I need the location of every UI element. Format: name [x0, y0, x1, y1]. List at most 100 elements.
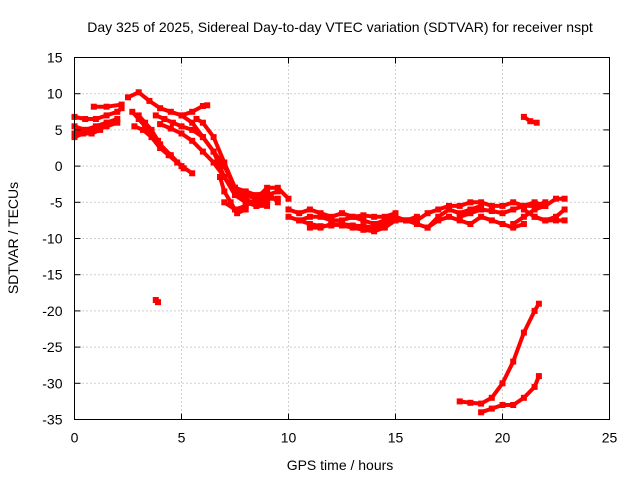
data-point: [142, 119, 149, 126]
data-point: [189, 126, 196, 133]
series-arc-z: [532, 214, 567, 223]
data-point: [125, 94, 131, 101]
data-point: [135, 89, 142, 96]
data-point: [285, 195, 292, 202]
data-point: [531, 202, 538, 209]
axis-ticks: 0 5 10 15 20 25 15 10 5 0 -5 -10 -15 -20 -25 -30 -35: [42, 50, 617, 446]
series-arc-f: [126, 90, 210, 118]
data-point: [561, 195, 568, 202]
data-point: [146, 97, 153, 104]
data-point: [118, 101, 125, 108]
y-tick-label: -20: [42, 303, 62, 319]
data-point: [114, 116, 121, 122]
grid: [74, 57, 610, 420]
data-point: [467, 210, 474, 217]
data-point: [152, 112, 159, 119]
data-point: [227, 199, 234, 206]
data-point: [264, 199, 271, 206]
series-arc-l: [158, 142, 195, 176]
data-point: [510, 402, 517, 408]
data-point: [92, 123, 99, 130]
data-point: [478, 199, 485, 206]
data-point: [157, 105, 164, 112]
x-tick-label: 0: [71, 430, 79, 446]
x-axis-label: GPS time / hours: [287, 457, 394, 473]
series-arc-ac: [457, 301, 541, 406]
data-point: [306, 224, 313, 231]
data-point: [221, 188, 228, 195]
data-point: [103, 119, 110, 126]
data-point: [424, 224, 431, 231]
data-point: [510, 221, 517, 227]
data-point: [317, 213, 324, 220]
data-point: [520, 206, 527, 213]
data-point: [392, 217, 399, 224]
data-point: [242, 188, 249, 195]
data-point: [328, 221, 335, 227]
data-point: [413, 221, 420, 227]
data-point: [210, 134, 217, 141]
data-point: [317, 210, 324, 217]
data-point: [328, 213, 335, 220]
data-point: [499, 221, 506, 227]
data-point: [542, 199, 549, 206]
data-point: [242, 206, 249, 213]
data-point: [446, 213, 452, 220]
data-point: [140, 126, 146, 133]
data-point: [135, 112, 142, 119]
data-point: [242, 202, 249, 209]
data-point: [533, 119, 540, 126]
data-point: [103, 112, 110, 119]
data-point: [189, 137, 196, 144]
data-point: [535, 300, 542, 307]
data-point: [296, 217, 303, 224]
data-point: [167, 152, 174, 159]
data-point: [360, 226, 367, 233]
data-point: [435, 213, 442, 220]
data-point: [488, 217, 495, 224]
data-point: [435, 206, 442, 213]
data-point: [232, 206, 238, 213]
data-point: [264, 188, 271, 195]
data-point: [285, 213, 292, 220]
data-point: [488, 202, 495, 209]
x-tick-label: 10: [281, 430, 297, 446]
data-point: [242, 199, 249, 206]
data-point: [360, 217, 367, 224]
data-point: [199, 119, 206, 126]
data-point: [169, 119, 176, 126]
data-point: [242, 195, 249, 202]
data-point: [82, 116, 89, 122]
data-point: [531, 199, 538, 206]
x-tick-label: 5: [178, 430, 186, 446]
data-point: [339, 210, 345, 217]
x-tick-label: 20: [495, 430, 511, 446]
data-point: [520, 394, 527, 401]
data-point: [253, 192, 260, 199]
data-point: [178, 123, 185, 130]
data-point: [103, 123, 110, 130]
data-point: [199, 134, 206, 141]
data-point: [488, 394, 495, 401]
data-point: [131, 123, 138, 130]
data-point: [167, 125, 174, 132]
data-point: [148, 134, 155, 141]
data-point: [478, 206, 485, 213]
y-tick-label: -15: [42, 267, 62, 283]
data-point: [349, 213, 356, 220]
data-point: [189, 119, 196, 126]
data-point: [531, 206, 538, 213]
data-point: [157, 145, 164, 151]
data-point: [499, 210, 506, 217]
data-point: [413, 217, 420, 224]
data-point: [242, 192, 249, 199]
data-point: [561, 217, 568, 224]
data-point: [499, 380, 506, 387]
data-point: [210, 148, 217, 155]
data-point: [527, 118, 534, 125]
data-point: [456, 217, 463, 224]
data-point: [221, 199, 228, 206]
data-point: [339, 217, 345, 224]
data-point: [274, 184, 281, 191]
y-tick-label: 15: [47, 50, 63, 66]
